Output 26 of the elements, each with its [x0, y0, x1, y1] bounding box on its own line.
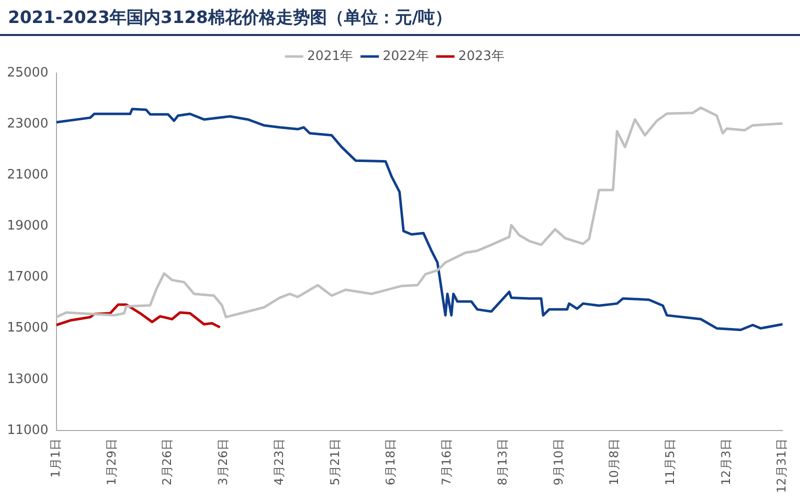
chart-title: 2021-2023年国内3128棉花价格走势图（单位：元/吨） [8, 7, 452, 29]
x-tick-label: 5月21日 [328, 438, 342, 486]
x-tick-label: 1月1日 [48, 438, 62, 478]
x-tick-label: 6月18日 [384, 438, 398, 486]
y-tick-label: 11000 [6, 422, 48, 438]
x-tick-label: 8月13日 [495, 438, 510, 486]
legend-label: 2023年 [458, 48, 504, 64]
legend-label: 2021年 [307, 48, 354, 64]
x-tick-label: 4月23日 [272, 438, 286, 486]
y-tick-label: 21000 [6, 168, 48, 183]
x-tick-label: 2月26日 [160, 438, 174, 486]
x-tick-label: 12月31日 [774, 438, 789, 494]
y-tick-label: 17000 [6, 270, 48, 285]
x-tick-label: 11月5日 [662, 438, 677, 486]
y-tick-label: 23000 [6, 116, 48, 132]
y-tick-label: 19000 [6, 218, 48, 234]
x-tick-label: 7月16日 [440, 438, 454, 486]
y-tick-label: 13000 [6, 372, 48, 387]
x-tick-label: 9月10日 [551, 438, 566, 486]
x-tick-label: 12月3日 [718, 438, 733, 486]
y-tick-label: 25000 [6, 65, 48, 80]
x-tick-label: 3月26日 [216, 438, 230, 486]
x-tick-label: 1月29日 [104, 438, 118, 486]
y-tick-label: 15000 [6, 320, 48, 336]
x-tick-label: 10月8日 [607, 438, 622, 486]
legend-label: 2022年 [382, 48, 429, 64]
